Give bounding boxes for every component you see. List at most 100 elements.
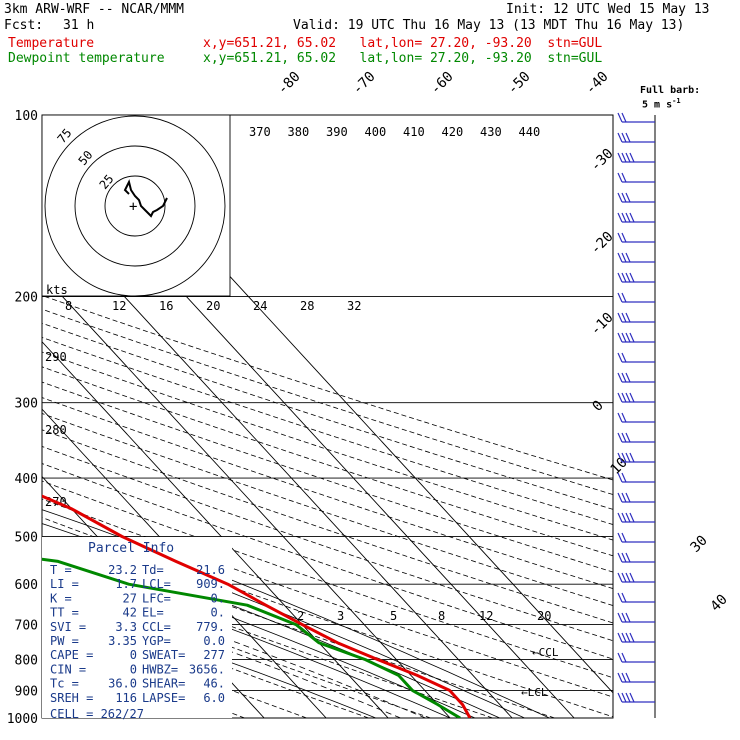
isotherm-label: -60 <box>428 69 457 98</box>
mixing-ratio-label: 5 <box>390 609 397 623</box>
dry-adiabat-line <box>42 429 613 624</box>
isotherm-label: -40 <box>583 69 612 98</box>
theta-label: 430 <box>480 125 502 139</box>
isotherm-label: -20 <box>588 229 617 258</box>
dry-adiabat-line <box>42 575 431 718</box>
pressure-label: 1000 <box>7 712 38 727</box>
pressure-label: 700 <box>15 619 38 634</box>
parcel-row-label: K = <box>50 591 72 605</box>
pressure-label: 900 <box>15 684 38 699</box>
lcl-label: ←LCL <box>521 686 548 699</box>
wind-barbs <box>617 112 656 718</box>
dry-adiabat-label: 290 <box>45 350 67 364</box>
parcel-row-value: 0.0 <box>203 634 225 648</box>
pressure-label: 200 <box>15 291 38 306</box>
valid-time: Valid: 19 UTC Thu 16 May 13 (13 MDT Thu … <box>293 18 685 33</box>
speed-tick-label: 12 <box>112 299 126 313</box>
isotherm-label: -80 <box>275 69 304 98</box>
hodograph-ring <box>104 175 166 237</box>
wind-barb <box>617 412 655 423</box>
isotherm-label: -10 <box>588 310 617 339</box>
model-title: 3km ARW-WRF -- NCAR/MMM <box>4 2 185 17</box>
dry-adiabat-line <box>42 308 613 495</box>
plot-frame <box>41 114 614 719</box>
isotherm-label: -50 <box>505 69 534 98</box>
wind-barb <box>617 592 655 603</box>
wind-barb <box>617 392 655 403</box>
parcel-row-value: 0. <box>211 606 225 620</box>
parcel-row-value: 23.2 <box>108 563 137 577</box>
mixing-ratio-label: 3 <box>337 609 344 623</box>
parcel-info: Parcel Info T = 23.2 Td= 21.6 LI = 1.7 LCL= 909.… <box>50 541 225 721</box>
parcel-row-label: T = <box>50 563 72 577</box>
wind-barb <box>617 472 655 483</box>
dewpoint-trace <box>42 557 461 718</box>
parcel-row-label: SVI = <box>50 620 86 634</box>
mixing-ratio-label: 20 <box>537 609 551 623</box>
parcel-row-value: 0. <box>211 591 225 605</box>
barb-legend-title: Full barb: <box>640 85 701 96</box>
lcl-label: ←CCL <box>532 646 559 659</box>
parcel-row-label: LAPSE= <box>142 691 185 705</box>
hodograph-ring <box>74 145 196 267</box>
dry-adiabat-line <box>42 322 613 510</box>
parcel-row-value: 0 <box>130 662 137 676</box>
isotherm-label: -30 <box>588 146 617 175</box>
pressure-label: 300 <box>15 397 38 412</box>
isotherm-label: 30 <box>688 533 711 556</box>
wind-barb <box>617 272 655 283</box>
wind-barb <box>617 612 655 623</box>
sounding-traces <box>42 494 472 718</box>
parcel-row-label: LI = <box>50 577 79 591</box>
wind-barb <box>617 692 655 703</box>
parcel-row-label: SWEAT= <box>142 648 185 662</box>
theta-label: 420 <box>442 125 464 139</box>
isotherm-line <box>42 341 389 718</box>
theta-label: 390 <box>326 125 348 139</box>
wind-barb <box>617 552 655 563</box>
theta-label: 380 <box>288 125 310 139</box>
wind-barb <box>617 572 655 583</box>
parcel-row-label: SREH = <box>50 691 93 705</box>
isotherm-label: -70 <box>350 69 379 98</box>
parcel-row-value: 909. <box>196 577 225 591</box>
parcel-row-value: 27 <box>123 591 137 605</box>
wind-barb <box>617 192 655 203</box>
hodograph-origin: + <box>129 199 137 215</box>
wind-barb <box>617 112 655 123</box>
dry-adiabat-line <box>42 480 613 679</box>
dewpoint-location-info: x,y=651.21, 65.02 lat,lon= 27.20, -93.20… <box>203 51 603 66</box>
pressure-label: 800 <box>15 654 38 669</box>
dry-adiabat-line <box>42 351 613 541</box>
parcel-row-value: 116 <box>115 691 137 705</box>
wind-barb <box>617 172 655 183</box>
dewpoint-legend-label: Dewpoint temperature <box>8 51 165 66</box>
wind-barb <box>617 672 655 683</box>
dry-adiabat-label: 280 <box>45 423 67 437</box>
isotherm-label: 0 <box>590 398 607 415</box>
parcel-row-value: 3.35 <box>108 634 137 648</box>
isotherm-label: 40 <box>708 592 731 615</box>
wind-barb <box>617 652 655 663</box>
wind-barb <box>617 532 655 543</box>
wind-barb <box>617 492 655 503</box>
parcel-row-label: YGP= <box>142 634 171 648</box>
parcel-row-value: 46. <box>203 677 225 691</box>
theta-label: 410 <box>403 125 425 139</box>
speed-tick-label: 24 <box>253 299 267 313</box>
parcel-row-value: 6.0 <box>203 691 225 705</box>
pressure-label: 400 <box>15 472 38 487</box>
speed-tick-label: 20 <box>206 299 220 313</box>
theta-label: 440 <box>519 125 541 139</box>
parcel-row-label: Td= <box>142 563 164 577</box>
parcel-row-value: 0 <box>130 648 137 662</box>
dry-adiabat-line <box>42 397 613 590</box>
parcel-row-value: 1.7 <box>115 577 137 591</box>
pressure-label: 500 <box>15 530 38 545</box>
wind-barb <box>617 452 655 463</box>
theta-label: 400 <box>365 125 387 139</box>
parcel-row-value: 779. <box>196 620 225 634</box>
temperature-legend-label: Temperature <box>8 36 95 51</box>
